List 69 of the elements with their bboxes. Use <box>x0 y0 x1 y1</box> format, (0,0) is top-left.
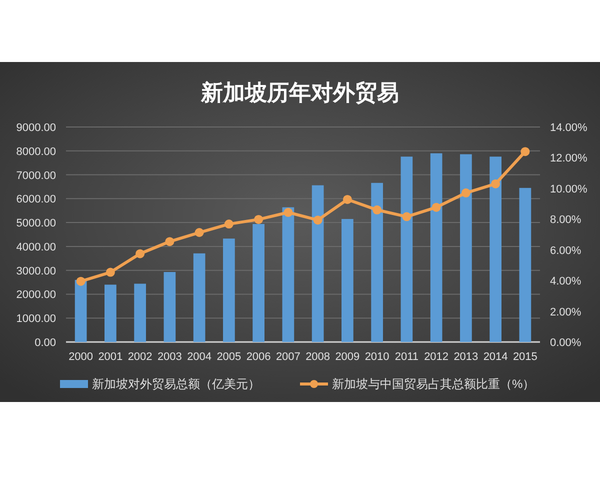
x-tick-label: 2009 <box>335 351 360 363</box>
x-tick-label: 2007 <box>276 351 300 363</box>
bar <box>460 154 472 342</box>
x-tick-label: 2003 <box>157 351 182 363</box>
y-tick-label: 8000.00 <box>16 146 56 158</box>
point <box>76 276 86 286</box>
point <box>136 249 145 258</box>
point <box>224 220 234 229</box>
y2-tick-label: 6.00% <box>550 244 582 257</box>
x-tick-label: 2014 <box>483 351 508 363</box>
bar <box>490 156 502 342</box>
y2-tick-label: 8.00% <box>550 214 582 226</box>
bar <box>164 272 176 342</box>
x-tick-label: 2013 <box>454 351 478 363</box>
x-tick-label: 2001 <box>98 351 123 363</box>
y-tick-label: 4000.00 <box>16 241 56 254</box>
point <box>491 179 500 188</box>
x-tick-label: 2004 <box>187 351 212 363</box>
y2-tick-label: 10.00% <box>550 183 588 196</box>
y-tick-label: 0.00 <box>34 337 56 349</box>
bar <box>223 238 235 342</box>
y-tick-label: 3000.00 <box>16 265 56 278</box>
x-tick-label: 2015 <box>512 351 538 363</box>
bar <box>193 253 206 342</box>
bar <box>342 218 354 342</box>
bar <box>282 207 294 342</box>
point <box>284 208 293 217</box>
chart-title: 新加坡历年对外贸易 <box>200 80 399 105</box>
y2-tick-label: 4.00% <box>550 276 582 288</box>
x-tick-label: 2010 <box>364 351 390 363</box>
y-tick-label: 1000.00 <box>16 313 56 326</box>
point <box>165 237 174 246</box>
point <box>106 268 115 277</box>
y-tick-label: 5000.00 <box>16 218 56 230</box>
y2-tick-label: 12.00% <box>550 152 588 165</box>
point <box>432 202 441 212</box>
bar <box>252 224 264 342</box>
bar <box>371 182 383 342</box>
point <box>342 194 352 204</box>
y2-tick-label: 14.00% <box>550 122 588 134</box>
point <box>520 147 530 156</box>
bar <box>134 284 146 342</box>
bar <box>430 153 442 342</box>
x-tick-label: 2000 <box>68 351 94 363</box>
bar <box>400 156 413 342</box>
legend-label: 新加坡对外贸易总额（亿美元） <box>92 377 260 391</box>
y-tick-label: 2000.00 <box>16 289 56 302</box>
bar <box>312 185 324 342</box>
bar <box>104 284 116 342</box>
x-tick-label: 2008 <box>306 351 330 363</box>
bar <box>74 280 87 342</box>
y2-tick-label: 0.00% <box>550 337 582 349</box>
x-tick-label: 2006 <box>246 351 271 363</box>
point <box>461 188 470 198</box>
x-tick-label: 2011 <box>394 351 419 363</box>
y-tick-label: 6000.00 <box>16 194 56 206</box>
x-tick-label: 2012 <box>424 351 449 363</box>
y-tick-label: 7000.00 <box>16 170 56 182</box>
y2-tick-label: 2.00% <box>550 306 582 318</box>
point <box>194 228 204 238</box>
legend-label: 新加坡与中国贸易占其总额比重（%） <box>332 377 535 391</box>
point <box>254 214 264 224</box>
point <box>402 212 412 222</box>
x-tick-label: 2002 <box>128 351 152 363</box>
y-tick-label: 9000.00 <box>16 122 56 134</box>
x-tick-label: 2005 <box>216 351 242 363</box>
bar <box>519 188 532 342</box>
point <box>313 216 322 225</box>
point <box>372 205 382 214</box>
